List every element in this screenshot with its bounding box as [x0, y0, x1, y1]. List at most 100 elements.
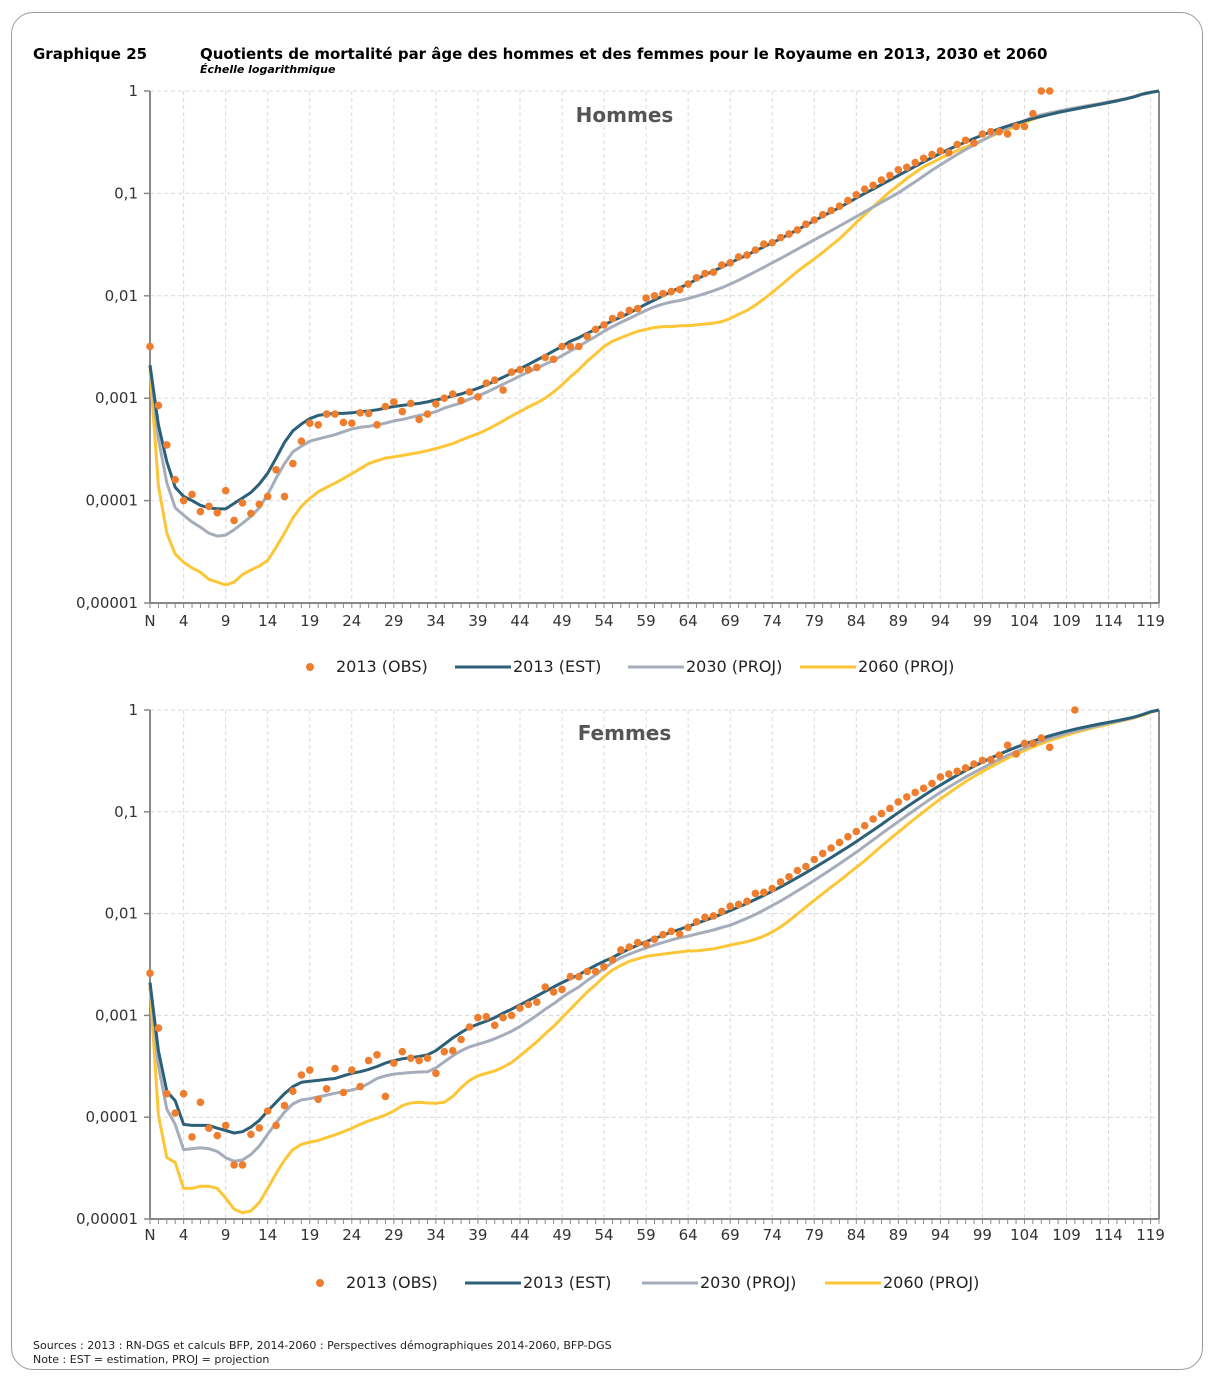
femmes-x-tick-label: 19	[300, 1226, 319, 1244]
femmes-legend-label: 2013 (EST)	[523, 1273, 611, 1292]
hommes-obs-point	[255, 500, 264, 509]
hommes-x-tick-label: 89	[889, 612, 908, 630]
hommes-obs-point	[701, 269, 709, 278]
hommes-x-tick-label: 84	[847, 612, 866, 630]
hommes-series-2060-proj	[148, 89, 1160, 587]
femmes-obs-point	[465, 1023, 474, 1031]
hommes-obs-point	[650, 292, 659, 300]
hommes-obs-point	[827, 206, 835, 215]
hommes-obs-point	[566, 342, 575, 351]
femmes-obs-point	[911, 788, 919, 797]
hommes-obs-point	[718, 261, 726, 269]
femmes-obs-point	[818, 849, 827, 858]
hommes-obs-point	[398, 407, 407, 416]
hommes-obs-point	[146, 342, 154, 351]
hommes-obs-point	[221, 486, 230, 495]
femmes-obs-point	[667, 927, 676, 936]
hommes-x-tick-label: 34	[426, 612, 445, 630]
femmes-obs-point	[398, 1047, 407, 1056]
hommes-obs-point	[1029, 109, 1037, 118]
hommes-obs-point	[373, 421, 381, 429]
hommes-obs-point	[339, 418, 348, 427]
femmes-obs-point	[1012, 750, 1020, 758]
hommes-obs-point	[684, 280, 692, 288]
femmes-x-tick-label: 99	[973, 1226, 992, 1244]
hommes-obs-point	[213, 509, 222, 517]
femmes-obs-point	[280, 1101, 289, 1110]
hommes-x-tick-label: 79	[805, 612, 824, 630]
figure-subtitle: Échelle logarithmique	[200, 63, 336, 76]
hommes-legend-label: 2013 (EST)	[513, 657, 601, 676]
hommes-obs-point	[154, 401, 163, 410]
hommes-x-tick-label: 119	[1136, 612, 1165, 630]
femmes-obs-point	[793, 866, 802, 875]
femmes-obs-point	[877, 809, 886, 818]
femmes-obs-point	[675, 930, 684, 938]
femmes-x-tick-label: 14	[258, 1226, 277, 1244]
femmes-obs-point	[482, 1012, 491, 1021]
femmes-x-tick-label: 89	[889, 1226, 908, 1244]
femmes-obs-point	[701, 913, 709, 922]
hommes-x-tick-label: 39	[468, 612, 487, 630]
hommes-x-tick-label: 99	[973, 612, 992, 630]
femmes-obs-point	[953, 767, 961, 776]
femmes-x-tick-label: 4	[179, 1226, 189, 1244]
femmes-x-tick-label: 94	[931, 1226, 950, 1244]
hommes-legend-label: 2030 (PROJ)	[686, 657, 782, 676]
hommes-obs-point	[894, 166, 903, 174]
femmes-obs-point	[289, 1087, 297, 1095]
hommes-obs-point	[1037, 87, 1046, 95]
femmes-x-tick-label: 34	[426, 1226, 445, 1244]
hommes-obs-point	[583, 332, 591, 341]
hommes-obs-point	[356, 409, 365, 417]
femmes-obs-point	[734, 900, 743, 909]
hommes-obs-point	[760, 240, 768, 248]
femmes-obs-point	[987, 755, 995, 764]
femmes-obs-point	[230, 1161, 238, 1169]
femmes-obs-point	[835, 838, 844, 847]
femmes-obs-point	[297, 1071, 306, 1079]
hommes-obs-point	[549, 355, 558, 364]
femmes-legend-label: 2060 (PROJ)	[883, 1273, 979, 1292]
femmes-y-tick-label: 0,00001	[76, 1210, 138, 1228]
hommes-obs-point	[844, 196, 852, 205]
hommes-obs-point	[465, 388, 474, 396]
femmes-x-tick-label: 119	[1136, 1226, 1165, 1244]
hommes-obs-point	[482, 379, 491, 388]
femmes-obs-point	[650, 935, 659, 943]
hommes-obs-point	[869, 181, 877, 190]
femmes-obs-point	[919, 784, 928, 793]
femmes-obs-point	[474, 1013, 482, 1022]
femmes-x-tick-label: 24	[342, 1226, 361, 1244]
femmes-obs-point	[869, 815, 877, 823]
femmes-y-tick-label: 0,001	[95, 1006, 138, 1024]
femmes-obs-point	[541, 983, 549, 991]
femmes-x-tick-label: 9	[221, 1226, 231, 1244]
hommes-obs-point	[415, 415, 423, 424]
femmes-x-tick-label: 39	[468, 1226, 487, 1244]
femmes-x-tick-label: 109	[1052, 1226, 1081, 1244]
hommes-legend-label: 2060 (PROJ)	[858, 657, 954, 676]
hommes-obs-point	[364, 409, 373, 418]
femmes-obs-point	[516, 1004, 524, 1012]
hommes-obs-point	[171, 475, 179, 484]
femmes-obs-point	[600, 963, 608, 971]
hommes-obs-point	[289, 459, 297, 468]
hommes-obs-point	[406, 399, 415, 408]
femmes-obs-point	[423, 1054, 432, 1062]
hommes-x-tick-label: 19	[300, 612, 319, 630]
femmes-obs-point	[692, 918, 701, 926]
hommes-x-tick-label: 54	[595, 612, 614, 630]
hommes-x-tick-label: N	[144, 612, 155, 630]
hommes-y-tick-label: 0,1	[114, 184, 138, 202]
femmes-obs-point	[1045, 743, 1054, 752]
femmes-y-tick-label: 0,0001	[86, 1108, 139, 1126]
hommes-obs-point	[541, 353, 549, 362]
femmes-obs-point	[1020, 739, 1029, 748]
femmes-obs-point	[171, 1109, 179, 1117]
femmes-obs-point	[1029, 739, 1037, 748]
femmes-obs-point	[583, 967, 591, 976]
hommes-obs-point	[423, 410, 432, 418]
hommes-obs-point	[448, 390, 457, 398]
femmes-obs-point	[802, 862, 810, 871]
